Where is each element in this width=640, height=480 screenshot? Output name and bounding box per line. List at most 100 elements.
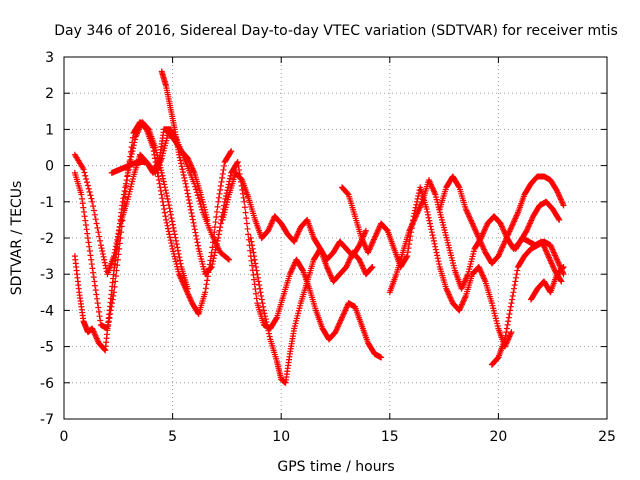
data-point <box>434 255 441 262</box>
y-tick-label: 3 <box>45 50 54 66</box>
data-point <box>189 216 196 223</box>
data-point <box>216 227 223 234</box>
data-point <box>130 142 137 149</box>
data-point <box>98 245 105 252</box>
data-point <box>509 292 516 299</box>
data-point <box>83 226 90 233</box>
data-point <box>432 246 439 253</box>
data-point <box>94 300 101 307</box>
data-point <box>236 166 243 173</box>
data-point <box>94 224 101 231</box>
y-tick-label: 2 <box>45 86 54 102</box>
y-tick-label: 1 <box>45 122 54 138</box>
data-point <box>210 255 217 262</box>
data-point <box>428 226 435 233</box>
data-point <box>163 216 170 223</box>
data-point <box>160 202 167 209</box>
data-point <box>414 195 421 202</box>
data-point <box>211 224 218 231</box>
data-point <box>93 220 100 227</box>
data-point <box>504 321 511 328</box>
data-point <box>86 248 93 255</box>
data-point <box>502 332 509 339</box>
data-point <box>99 248 106 255</box>
data-point <box>510 289 517 296</box>
data-point <box>425 214 432 221</box>
data-point <box>212 219 219 226</box>
x-tick-label: 0 <box>60 429 69 445</box>
data-point <box>166 234 173 241</box>
data-point <box>112 246 119 253</box>
data-point <box>79 200 86 207</box>
data-point <box>436 261 443 268</box>
data-point <box>195 242 202 249</box>
data-point <box>161 184 168 191</box>
data-point <box>509 296 516 303</box>
data-point <box>245 231 252 238</box>
data-point <box>121 187 128 194</box>
data-point <box>128 153 135 160</box>
data-point <box>90 207 97 214</box>
data-point <box>344 190 351 197</box>
data-point <box>225 181 232 188</box>
data-point <box>92 282 99 289</box>
data-point <box>378 354 385 361</box>
data-point <box>369 263 376 270</box>
data-point <box>508 329 515 336</box>
data-point <box>255 278 262 285</box>
data-point <box>220 166 227 173</box>
data-point <box>213 208 220 215</box>
x-axis-label: GPS time / hours <box>277 459 394 475</box>
data-point <box>511 282 518 289</box>
data-point <box>368 264 375 271</box>
data-point <box>158 191 165 198</box>
data-point <box>243 220 250 227</box>
data-point <box>120 195 127 202</box>
data-point <box>259 300 266 307</box>
data-point <box>239 190 246 197</box>
data-point <box>195 195 202 202</box>
data-point <box>227 172 234 179</box>
data-point <box>95 308 102 315</box>
data-point <box>262 313 269 320</box>
data-point <box>171 231 178 238</box>
data-point <box>244 225 251 232</box>
data-point <box>248 238 255 245</box>
data-point <box>92 287 99 294</box>
data-point <box>427 223 434 230</box>
data-point <box>168 242 175 249</box>
data-point <box>212 246 219 253</box>
data-point <box>213 214 220 221</box>
data-point <box>185 193 192 200</box>
data-point <box>162 213 169 220</box>
data-point <box>89 265 96 272</box>
data-point <box>209 258 216 265</box>
data-point <box>254 271 261 278</box>
series-track-5 <box>158 68 385 361</box>
data-point <box>266 333 273 340</box>
data-point <box>91 211 98 218</box>
data-point <box>172 234 179 241</box>
data-point <box>204 277 211 284</box>
data-point <box>559 264 566 271</box>
data-point <box>435 258 442 265</box>
data-point <box>216 190 223 197</box>
data-point <box>113 240 120 247</box>
data-point <box>217 220 224 227</box>
data-point <box>514 267 521 274</box>
data-point <box>251 253 258 260</box>
data-point <box>241 198 248 205</box>
data-point <box>80 166 87 173</box>
data-point <box>111 249 118 256</box>
data-point <box>80 208 87 215</box>
data-point <box>424 208 431 215</box>
data-point <box>100 253 107 260</box>
data-point <box>122 184 129 191</box>
data-point <box>433 249 440 256</box>
data-point <box>426 220 433 227</box>
y-tick-label: -6 <box>40 376 54 392</box>
data-point <box>165 198 172 205</box>
data-point <box>176 154 183 161</box>
data-point <box>429 232 436 239</box>
data-point <box>503 325 510 332</box>
